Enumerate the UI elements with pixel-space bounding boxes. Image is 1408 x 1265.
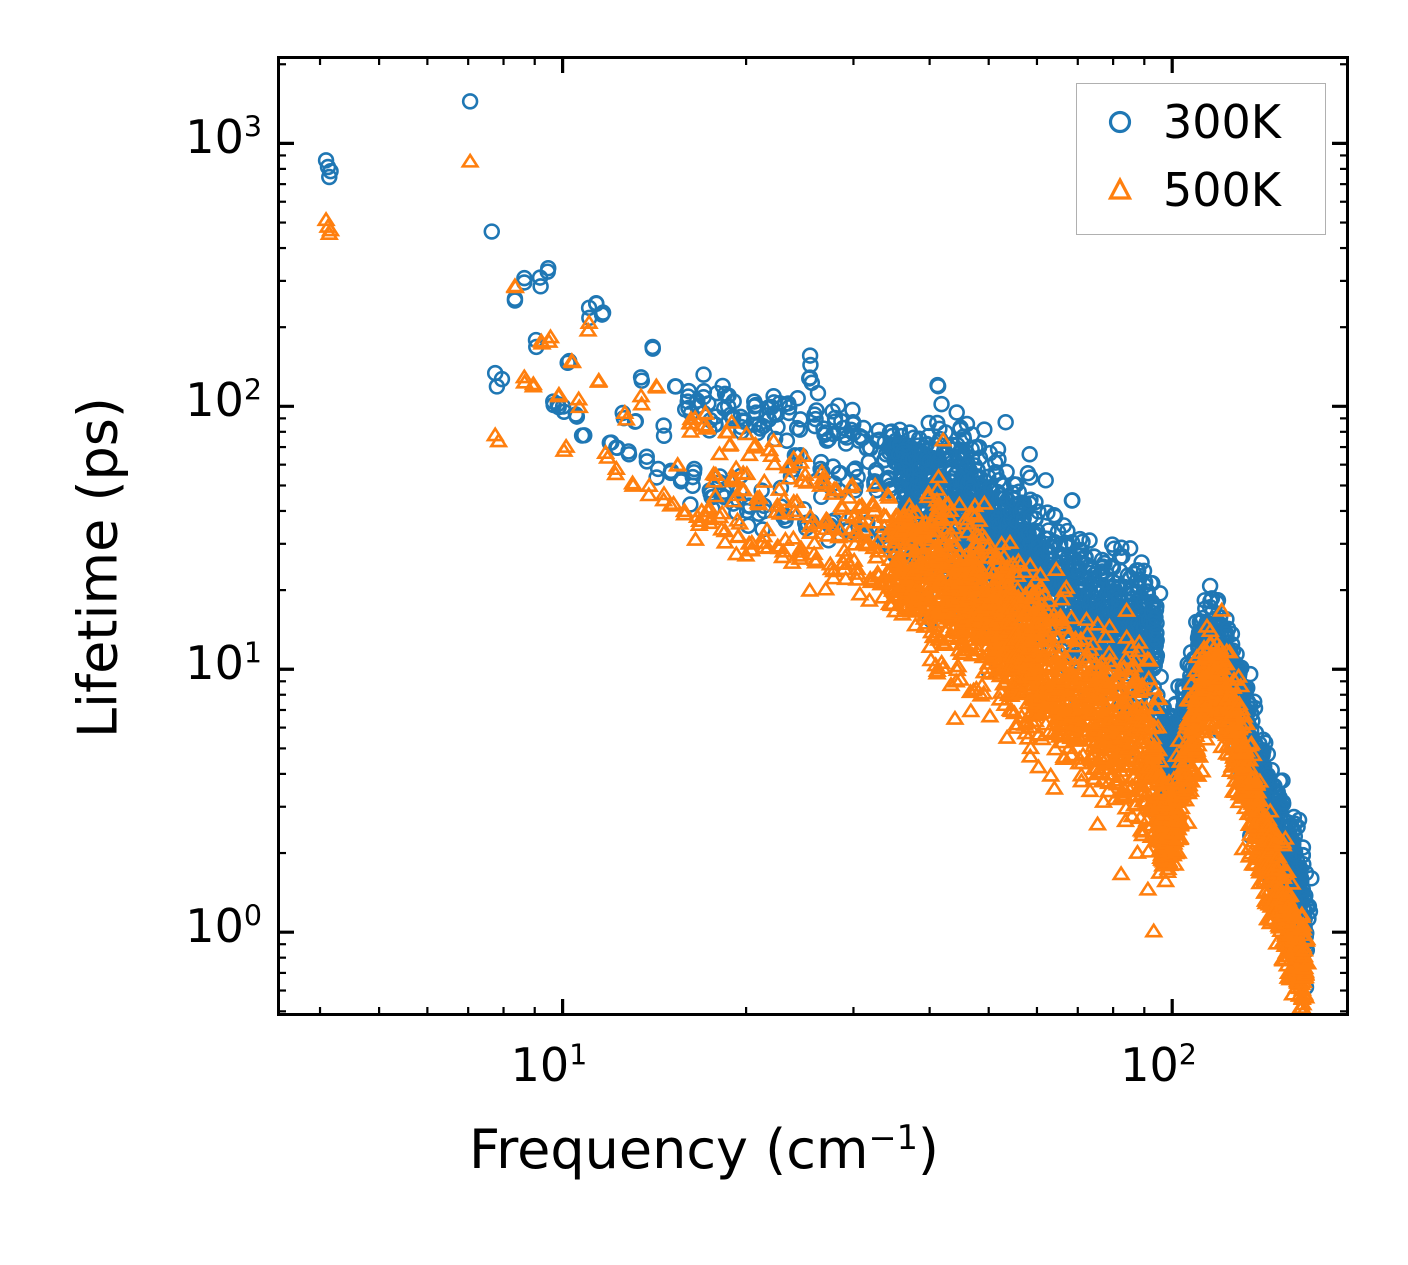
x-axis-label-exponent: −1 [868,1118,918,1157]
y-tick-label-3: 103 [102,110,262,164]
legend-marker-circle-icon [1077,105,1163,139]
y-tick-label-base-2: 10 [185,373,244,428]
legend-marker-triangle-icon [1077,173,1163,207]
y-tick-label-1: 101 [102,636,262,690]
x-axis-label-base: Frequency (cm [469,1118,869,1181]
legend[interactable]: 300K 500K [1076,83,1326,235]
y-tick-label-exp-0: 0 [243,899,262,933]
x-tick-label-exp-1: 2 [1178,1038,1197,1072]
x-tick-label-1: 102 [1120,1038,1197,1092]
legend-entry-500k[interactable]: 500K [1077,160,1325,220]
x-tick-label-exp-0: 1 [569,1038,588,1072]
y-tick-label-0: 100 [102,899,262,953]
x-tick-label-base-0: 10 [510,1038,570,1092]
x-tick-label-0: 101 [511,1038,588,1092]
y-tick-label-base-1: 10 [185,636,244,691]
legend-entry-300k[interactable]: 300K [1077,92,1325,152]
x-tick-label-base-1: 10 [1120,1038,1179,1092]
y-axis-label: Lifetime (ps) [66,396,130,739]
x-axis-label: Frequency (cm−1) [0,1118,1408,1181]
y-tick-label-base-0: 10 [185,899,244,954]
y-tick-label-exp-3: 3 [243,111,262,145]
y-tick-label-base-3: 10 [185,110,244,165]
y-tick-label-exp-1: 1 [243,636,262,670]
y-axis-label-wrapper: Lifetime (ps) [67,88,130,1048]
y-tick-label-exp-2: 2 [243,374,262,407]
x-axis-label-tail: ) [917,1118,939,1181]
series-500k [316,152,1318,1013]
legend-label-500k: 500K [1163,163,1281,217]
legend-label-300k: 300K [1163,95,1281,149]
scatter-plot-canvas [316,93,1320,1013]
y-tick-label-2: 102 [102,373,262,427]
